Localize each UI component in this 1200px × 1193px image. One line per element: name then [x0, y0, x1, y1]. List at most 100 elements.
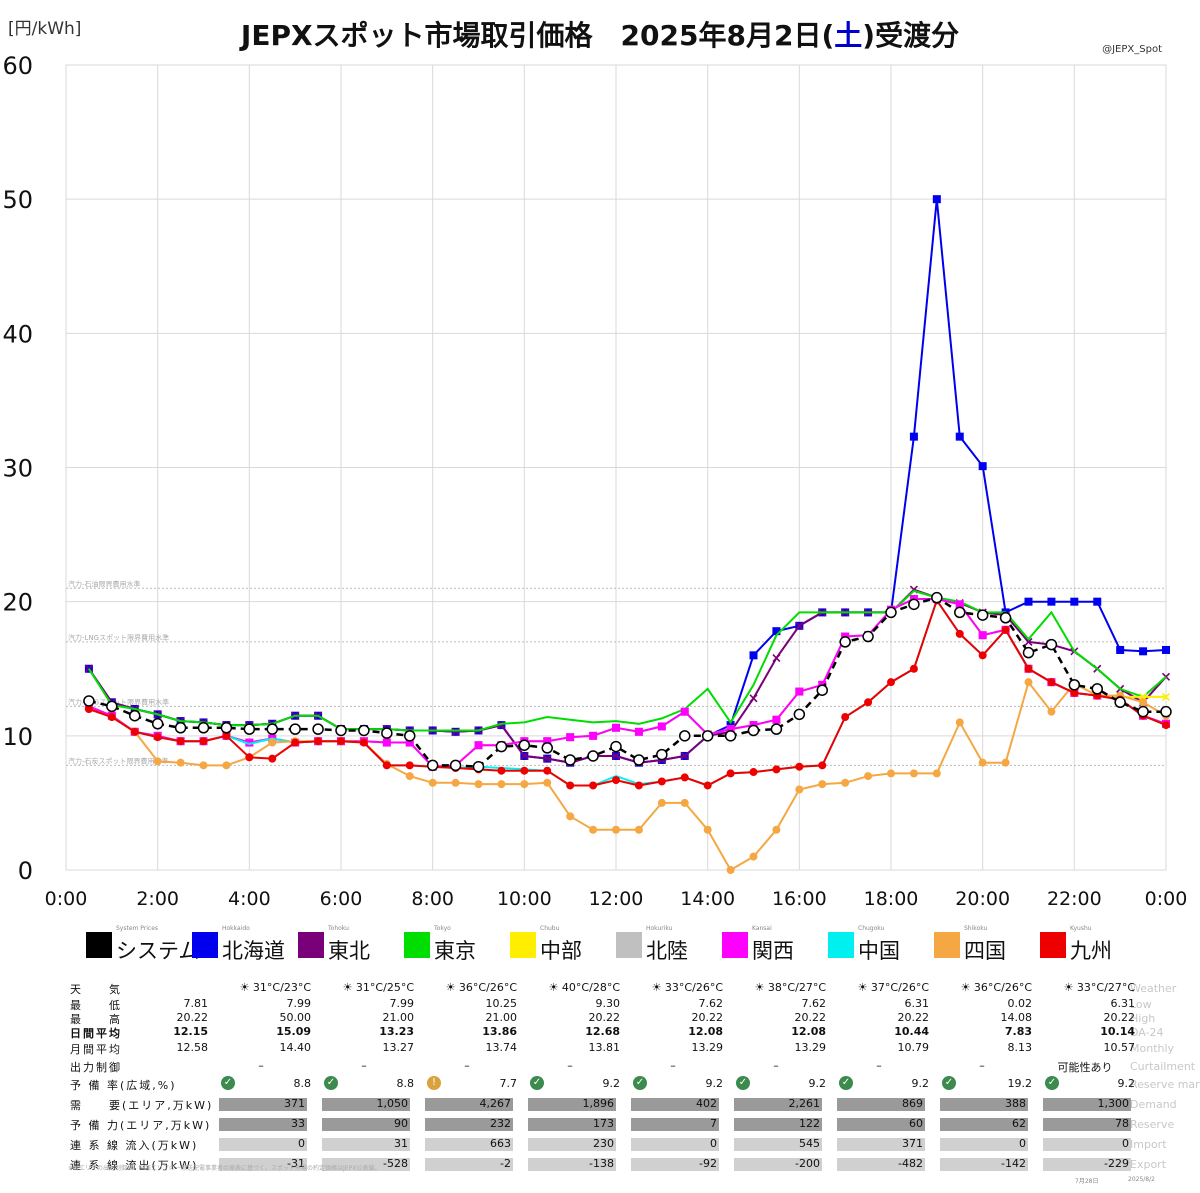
stats-cell: 13.86: [482, 1025, 517, 1038]
legend-label: 東京: [434, 939, 476, 963]
data-point: [359, 738, 368, 747]
data-point: [749, 852, 758, 861]
data-point: [772, 627, 781, 636]
mini-bar-chart: [837, 1098, 925, 1111]
data-point: [129, 709, 141, 722]
stats-cell: 20.22: [176, 1011, 209, 1024]
stats-row-label: 最 高: [70, 1013, 122, 1026]
x-tick-label: 0:00: [1145, 888, 1188, 910]
data-point: [978, 462, 987, 471]
stats-cell: 1,050: [376, 1097, 409, 1110]
legend-en: Tokyo: [434, 925, 451, 932]
stats-row-label: 月間平均: [70, 1043, 122, 1056]
data-point: [268, 754, 277, 763]
data-point: [633, 754, 645, 766]
stats-row-en: Curtailment: [1130, 1060, 1196, 1073]
data-point: [1001, 758, 1010, 767]
data-point: [841, 778, 850, 787]
check-icon: ✓: [736, 1076, 750, 1090]
data-point: [680, 707, 689, 716]
stats-cell: 8.8: [293, 1077, 312, 1090]
data-point: [289, 723, 301, 735]
data-point: [1047, 707, 1056, 716]
series-system-prices: [83, 591, 1172, 773]
data-point: [451, 727, 460, 736]
stats-cell: 9.2: [602, 1077, 621, 1090]
legend-label: 北海道: [222, 939, 285, 963]
stats-row-label: 予 備 力(エリア,万kW): [70, 1119, 212, 1132]
data-point: [772, 825, 781, 834]
stats-cell: 21.00: [485, 1011, 518, 1024]
data-point: [726, 725, 735, 734]
data-point: [701, 730, 714, 742]
data-point: [245, 738, 254, 747]
stats-row-high: 最 高 High 20.22 50.00 21.00 21.00 20.22 20.22 20.…: [0, 1009, 1200, 1028]
data-point: [634, 781, 643, 790]
data-point: [543, 778, 552, 787]
stats-row-label: 日間平均: [70, 1027, 122, 1040]
stats-cell: 9.2: [705, 1077, 724, 1090]
stats-cell: 可能性あり: [1057, 1061, 1113, 1074]
mini-bar-chart: [425, 1158, 513, 1171]
data-point: [382, 761, 391, 770]
data-point: [749, 768, 758, 777]
stats-cell: 15.09: [276, 1025, 311, 1038]
legend-label: 四国: [964, 939, 1006, 963]
mini-bar-chart: [425, 1118, 513, 1131]
stats-cell: 4,267: [479, 1097, 512, 1110]
weather-cell: ☀ 36°C/26°C: [445, 981, 517, 994]
mini-bar-chart: [837, 1158, 925, 1171]
stats-row-label: 連 系 線 流出(万kW): [70, 1159, 199, 1172]
data-point: [703, 825, 712, 834]
data-point: [566, 781, 575, 790]
stats-row-curtail: 出力制御 Curtailment – – – – – – – – 可能性あり: [0, 1057, 1200, 1076]
legend-swatch: [828, 932, 854, 958]
data-point: [1024, 664, 1033, 673]
data-point: [245, 753, 254, 762]
data-point: [610, 740, 622, 753]
mini-bar-chart: [219, 1138, 307, 1151]
data-point: [268, 738, 277, 747]
check-icon: ✓: [1045, 1076, 1059, 1090]
data-point: [472, 760, 485, 773]
data-point: [83, 695, 95, 707]
series-line: [88, 199, 1167, 764]
data-point: [541, 742, 553, 754]
stats-cell: 31: [394, 1137, 408, 1150]
mini-bar-chart: [322, 1138, 410, 1151]
legend-swatch: [404, 932, 430, 958]
stats-cell: 9.2: [911, 1077, 930, 1090]
data-point: [1047, 678, 1056, 687]
stats-cell: 8.8: [396, 1077, 415, 1090]
legend-en: Chubu: [540, 925, 560, 932]
data-point: [84, 705, 93, 713]
data-point: [589, 781, 598, 790]
data-point: [1001, 625, 1010, 634]
data-point: [612, 776, 620, 785]
stats-cell: 7.7: [499, 1077, 518, 1090]
legend-en: Chugoku: [858, 925, 885, 932]
mini-bar-chart: [1043, 1098, 1131, 1111]
data-point: [1024, 597, 1033, 606]
data-point: [1024, 637, 1033, 646]
x-tick-label: 12:00: [589, 888, 644, 910]
stats-cell: 10.57: [1103, 1041, 1136, 1054]
x-tick-label: 14:00: [680, 888, 735, 910]
stats-table: 天 気 Weather ☀ 31°C/23°C ☀ 31°C/25°C ☀ 36°C/2…: [0, 975, 1200, 1193]
stats-cell: 7.83: [1004, 1025, 1032, 1038]
stats-cell: -229: [1104, 1157, 1129, 1170]
data-point: [130, 727, 139, 736]
stats-cell: 20.22: [794, 1011, 827, 1024]
mini-bar-chart: [631, 1098, 719, 1111]
data-point: [497, 766, 506, 775]
stats-cell: 10.25: [485, 997, 518, 1010]
data-point: [772, 715, 781, 724]
stats-row-en: Low: [1130, 998, 1152, 1011]
data-point: [222, 761, 231, 770]
stats-cell: 13.27: [382, 1041, 415, 1054]
stats-cell: -200: [795, 1157, 820, 1170]
stats-cell: 371: [284, 1097, 305, 1110]
data-point: [1093, 597, 1102, 606]
stats-cell: 0.02: [1007, 997, 1033, 1010]
reference-line-label: 汽力-LNGスポット限界費用水準: [68, 633, 169, 642]
